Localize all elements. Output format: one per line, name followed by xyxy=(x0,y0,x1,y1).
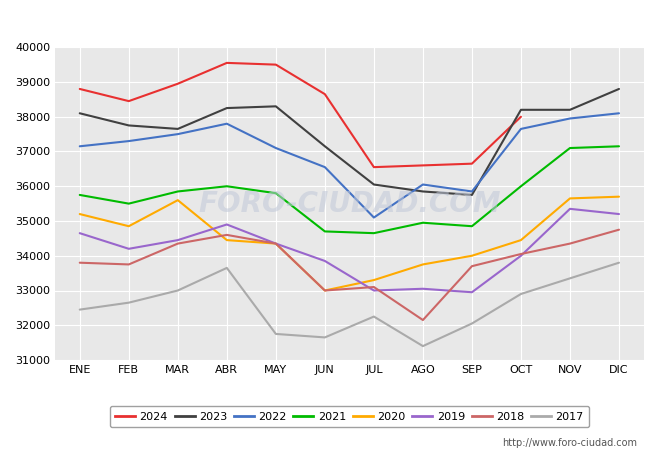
Text: http://www.foro-ciudad.com: http://www.foro-ciudad.com xyxy=(502,438,637,448)
Legend: 2024, 2023, 2022, 2021, 2020, 2019, 2018, 2017: 2024, 2023, 2022, 2021, 2020, 2019, 2018… xyxy=(110,406,589,428)
Text: Afiliados en Lorca a 30/9/2024: Afiliados en Lorca a 30/9/2024 xyxy=(188,12,462,31)
Text: FORO-CIUDAD.COM: FORO-CIUDAD.COM xyxy=(198,189,500,218)
